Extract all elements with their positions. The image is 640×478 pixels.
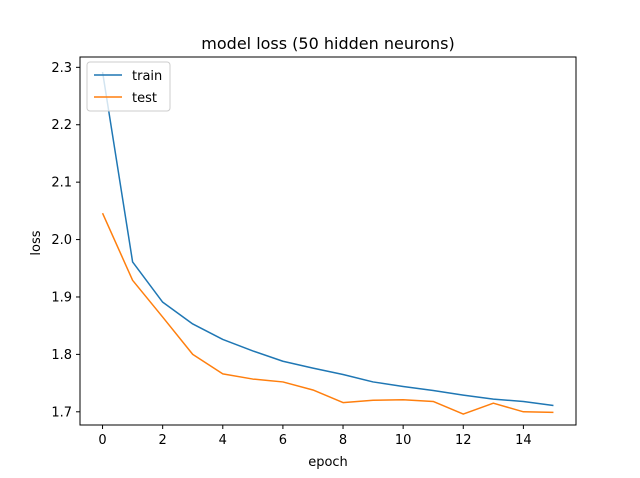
- y-tick-label: 2.2: [51, 118, 72, 133]
- x-tick-label: 8: [339, 433, 347, 448]
- x-tick-label: 4: [219, 433, 227, 448]
- x-tick-label: 6: [279, 433, 287, 448]
- x-axis-label: epoch: [308, 455, 348, 470]
- x-tick-label: 0: [98, 433, 106, 448]
- series-lines: [101, 71, 554, 415]
- y-tick-label: 2.1: [51, 176, 72, 191]
- series-line-train: [101, 71, 554, 407]
- y-tick-label: 1.9: [51, 290, 72, 305]
- y-tick-label: 2.3: [51, 61, 72, 76]
- x-tick-label: 14: [515, 433, 532, 448]
- y-axis: 1.7 1.8 1.9 2.0 2.1 2.2 2.3: [51, 61, 80, 420]
- y-axis-label: loss: [29, 230, 44, 255]
- chart-title: model loss (50 hidden neurons): [201, 34, 454, 53]
- axes-frame: [79, 56, 577, 426]
- x-axis: 0 2 4 6 8 10 12 14: [98, 425, 532, 448]
- y-tick-label: 1.8: [51, 348, 72, 363]
- legend-label-train: train: [132, 69, 162, 84]
- series-line-test: [101, 212, 554, 415]
- y-tick-label: 2.0: [51, 233, 72, 248]
- y-tick-label: 1.7: [51, 405, 72, 420]
- x-tick-label: 10: [395, 433, 412, 448]
- x-tick-label: 12: [455, 433, 472, 448]
- legend-label-test: test: [132, 91, 157, 106]
- legend: train test: [86, 61, 171, 112]
- x-tick-label: 2: [159, 433, 167, 448]
